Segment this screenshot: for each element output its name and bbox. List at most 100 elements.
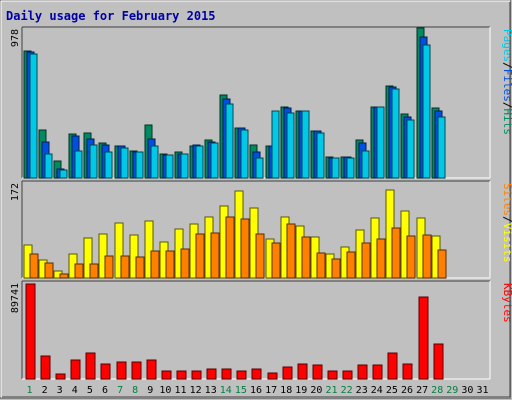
day-label-3: 3 (57, 385, 63, 396)
bar-kbytes-day-12 (191, 370, 202, 380)
bar-kbytes-day-17 (267, 372, 278, 380)
bar-pages-day-12 (195, 145, 204, 179)
bar-sites-day-13 (210, 232, 220, 279)
y-axis-max-label: 172 (10, 183, 21, 201)
bar-pages-day-20 (316, 132, 325, 179)
day-label-1: 1 (26, 385, 32, 396)
bar-sites-day-28 (437, 249, 447, 279)
bar-kbytes-day-8 (131, 361, 142, 380)
bar-sites-day-27 (422, 234, 432, 279)
day-label-6: 6 (102, 385, 108, 396)
day-label-24: 24 (371, 385, 383, 396)
bar-pages-day-11 (180, 153, 189, 179)
bar-pages-day-21 (331, 157, 340, 179)
legend-entry: Sites (501, 183, 512, 216)
day-label-20: 20 (310, 385, 322, 396)
bar-kbytes-day-23 (357, 364, 368, 380)
y-axis-max-label: 978 (10, 29, 21, 47)
bar-kbytes-day-9 (146, 359, 157, 380)
legend-kbytes: KBytes (501, 283, 512, 323)
day-label-11: 11 (174, 385, 186, 396)
bar-sites-day-26 (406, 235, 416, 279)
bar-pages-day-18 (286, 112, 295, 179)
bar-visits-day-9 (144, 220, 154, 279)
panel-hits-files-pages: 978 Pages/Files/Hits (10, 26, 512, 179)
bar-pages-day-10 (165, 154, 174, 179)
bar-pages-day-23 (361, 150, 370, 179)
bar-kbytes-day-22 (342, 370, 353, 380)
bar-pages-day-27 (422, 44, 431, 179)
bar-pages-day-7 (120, 147, 129, 179)
day-label-7: 7 (117, 385, 123, 396)
legend-entry: Visits (501, 223, 512, 263)
bar-sites-day-17 (271, 242, 281, 279)
day-label-21: 21 (325, 385, 337, 396)
day-label-16: 16 (250, 385, 262, 396)
day-label-30: 30 (461, 385, 473, 396)
x-axis-day-labels: 1 2 3 4 5 6 7 8 9 10 11 12 13 14 15 16 17 18 19 20 21 22 23 24 2… (26, 385, 488, 396)
bar-pages-day-3 (59, 169, 68, 179)
bar-sites-day-11 (180, 248, 190, 279)
y-axis-max-label: 89741 (10, 283, 21, 313)
panel-visits-sites: 172 Sites/Visits (10, 180, 512, 279)
bar-sites-day-10 (165, 250, 175, 279)
plot-area (22, 281, 490, 379)
bar-sites-day-6 (104, 255, 114, 279)
bar-pages-day-13 (210, 142, 219, 179)
bar-kbytes-day-24 (372, 364, 383, 380)
bar-pages-day-4 (74, 150, 83, 179)
bar-pages-day-2 (44, 153, 53, 179)
bar-pages-day-28 (437, 116, 446, 179)
bar-kbytes-day-20 (312, 364, 323, 380)
day-label-4: 4 (72, 385, 78, 396)
day-label-5: 5 (87, 385, 93, 396)
bar-kbytes-day-18 (282, 366, 293, 380)
legend-hits-files-pages: Pages/Files/Hits (501, 29, 512, 135)
bar-visits-day-7 (114, 222, 124, 279)
bar-kbytes-day-4 (70, 359, 81, 380)
bar-sites-day-15 (240, 218, 250, 279)
bar-sites-day-23 (361, 242, 371, 279)
bar-pages-day-17 (271, 110, 280, 179)
bar-sites-day-20 (316, 252, 326, 279)
bar-kbytes-day-10 (161, 370, 172, 380)
bar-sites-day-3 (59, 273, 69, 279)
bar-kbytes-day-25 (387, 352, 398, 380)
bar-kbytes-day-27 (418, 296, 429, 380)
day-label-26: 26 (401, 385, 413, 396)
bar-visits-day-5 (83, 237, 93, 279)
bar-pages-day-26 (406, 119, 415, 179)
panel-kbytes: 89741 KBytes (10, 280, 512, 380)
bar-sites-day-22 (346, 251, 356, 279)
day-label-15: 15 (235, 385, 247, 396)
bar-pages-day-9 (150, 145, 159, 179)
bar-pages-day-25 (391, 88, 400, 179)
day-label-17: 17 (265, 385, 277, 396)
bar-sites-day-16 (255, 233, 265, 279)
bar-pages-day-6 (104, 151, 113, 179)
series-kbytes (25, 283, 444, 380)
day-label-13: 13 (205, 385, 217, 396)
series-sites (29, 216, 447, 279)
chart-title: Daily usage for February 2015 (6, 9, 216, 23)
legend-entry: Files (501, 69, 512, 102)
bar-sites-day-25 (391, 227, 401, 279)
day-label-9: 9 (147, 385, 153, 396)
bar-kbytes-day-3 (55, 373, 66, 380)
legend-entry: Hits (501, 109, 512, 136)
day-label-19: 19 (295, 385, 307, 396)
bar-sites-day-5 (89, 263, 99, 279)
bar-kbytes-day-7 (116, 361, 127, 380)
bar-pages-day-14 (225, 103, 234, 179)
day-label-12: 12 (190, 385, 202, 396)
bar-pages-day-8 (135, 151, 144, 179)
bar-kbytes-day-13 (206, 368, 217, 380)
bar-pages-day-1 (29, 53, 38, 179)
bar-sites-day-19 (301, 236, 311, 279)
bar-kbytes-day-28 (433, 343, 444, 380)
day-label-22: 22 (341, 385, 353, 396)
legend-entry: / (501, 102, 512, 109)
chart-panels: 978 Pages/Files/Hits 172 Sites / Visits 89741 K… (10, 26, 512, 380)
bar-kbytes-day-5 (85, 352, 96, 380)
